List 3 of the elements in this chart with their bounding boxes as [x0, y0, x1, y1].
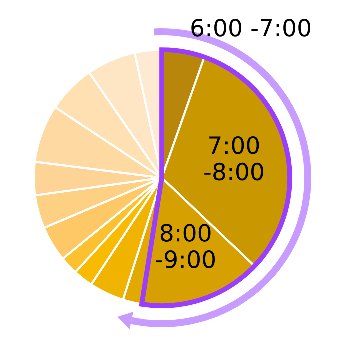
- slice-label: 6:00 -7:00: [192, 18, 310, 37]
- slice-label: 7:00 -8:00: [204, 136, 264, 181]
- slice-label: 8:00 -9:00: [156, 224, 216, 268]
